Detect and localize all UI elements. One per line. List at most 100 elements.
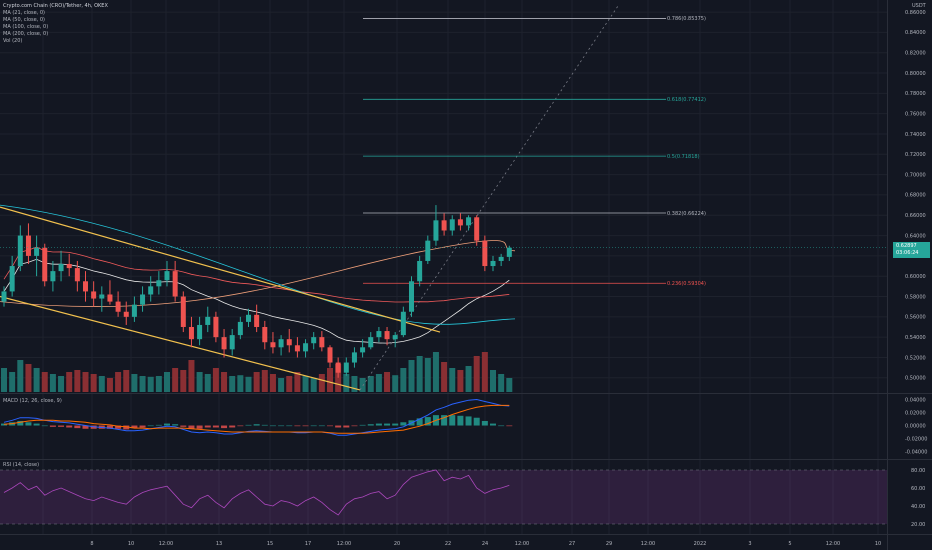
rsi-line: [3, 469, 510, 516]
fib-level-label: 0.786(0.85375): [667, 16, 706, 22]
candle-body: [237, 321, 243, 336]
candle-body: [400, 311, 406, 336]
macd-histogram-bar: [139, 425, 146, 428]
volume-bar: [196, 372, 203, 392]
candle-body: [490, 260, 496, 267]
volume-bar: [481, 352, 488, 392]
volume-bar: [123, 370, 130, 392]
macd-histogram-bar: [115, 425, 122, 429]
volume-bar: [188, 360, 195, 392]
candle-body: [351, 352, 357, 363]
macd-histogram-bar: [473, 417, 480, 426]
bar-countdown: 03:06:24: [896, 250, 919, 256]
volume-bar: [286, 376, 293, 392]
price-axis-tick: 0.66000: [905, 213, 926, 219]
last-price-value: 0.62897: [896, 243, 917, 249]
macd-histogram-bar: [481, 420, 488, 426]
volume-bar: [98, 376, 105, 392]
fib-level-label: 0.236(0.59304): [667, 281, 706, 287]
candle-body: [286, 339, 292, 346]
volume-bar: [465, 366, 472, 392]
macd-histogram-bar: [49, 425, 56, 427]
ma21-indicator-label[interactable]: MA (21, close, 0): [3, 10, 46, 16]
volume-bar: [261, 370, 268, 392]
price-axis-tick: 0.84000: [905, 30, 926, 36]
macd-histogram-bar: [375, 423, 382, 426]
rsi-axis-tick: 20.00: [911, 522, 925, 528]
price-axis-tick: 0.76000: [905, 111, 926, 117]
ma50-indicator-label[interactable]: MA (50, close, 0): [3, 17, 46, 23]
rsi-pane-label[interactable]: RSI (14, close): [3, 462, 40, 468]
macd-histogram-bar: [506, 425, 513, 427]
macd-histogram-bar: [269, 425, 276, 427]
macd-pane-label[interactable]: MACD (12, 26, close, 9): [3, 398, 62, 404]
volume-bar: [498, 374, 505, 392]
volume-bar: [506, 378, 513, 392]
volume-bar: [147, 376, 154, 392]
candle-body: [417, 260, 423, 282]
macd-histogram-bar: [367, 424, 374, 426]
volume-bar: [408, 360, 415, 392]
time-axis-tick: 15: [267, 541, 273, 547]
volume-bar: [351, 376, 358, 392]
volume-bar: [155, 376, 162, 392]
candle-body: [278, 339, 284, 348]
macd-axis-tick: 0.04000: [905, 397, 926, 403]
macd-histogram-bar: [400, 422, 407, 426]
macd-signal-line: [3, 404, 510, 434]
volume-bar: [416, 356, 423, 392]
candle-body: [148, 286, 154, 295]
macd-histogram-bar: [261, 424, 268, 426]
volume-bar: [294, 372, 301, 392]
macd-histogram-bar: [343, 425, 350, 428]
volume-bar: [139, 376, 146, 392]
candle-body: [425, 240, 431, 261]
candle-body: [221, 337, 227, 350]
macd-histogram-bar: [327, 425, 333, 427]
time-axis-tick: 12:00: [159, 541, 173, 547]
candle-body: [156, 280, 162, 287]
rsi-band: [0, 470, 887, 524]
fib-level-label: 0.5(0.71818): [667, 154, 700, 160]
time-axis-tick: 24: [482, 541, 488, 547]
macd-histogram-bar: [465, 416, 472, 426]
quote-currency-label: USDT: [912, 3, 926, 9]
macd-histogram-bar: [66, 425, 73, 428]
macd-histogram-bar: [490, 423, 496, 426]
price-axis-tick: 0.70000: [905, 172, 926, 178]
macd-histogram-bar: [384, 423, 391, 426]
macd-axis-tick: 0.00000: [905, 423, 926, 429]
macd-histogram-bar: [172, 424, 179, 426]
candle-body: [441, 220, 447, 231]
macd-histogram-bar: [204, 425, 211, 428]
macd-histogram-bar: [106, 425, 113, 429]
volume-bar: [82, 372, 89, 392]
macd-histogram-bar: [286, 425, 293, 427]
ma200-indicator-label[interactable]: MA (200, close, 0): [3, 31, 49, 37]
volume-bar: [58, 376, 65, 392]
macd-histogram-bar: [17, 420, 24, 426]
macd-histogram-bar: [449, 415, 456, 426]
macd-histogram-bar: [359, 424, 366, 426]
candle-body: [131, 304, 137, 317]
macd-histogram-bar: [41, 425, 48, 427]
time-axis-tick: 10: [875, 541, 881, 547]
candle-body: [58, 264, 64, 272]
volume-bar: [66, 372, 73, 392]
time-axis-tick: 12:00: [826, 541, 840, 547]
ma100-indicator-label[interactable]: MA (100, close, 0): [3, 24, 49, 30]
time-axis-tick: 10: [128, 541, 134, 547]
macd-histogram-bar: [82, 425, 89, 429]
volume-bar: [131, 374, 138, 392]
volume-bar: [449, 368, 456, 392]
candle-body: [66, 264, 72, 269]
candle-body: [99, 294, 105, 299]
macd-axis-tick: -0.04000: [905, 449, 927, 455]
candle-body: [466, 217, 472, 226]
candle-body: [213, 316, 219, 338]
macd-axis-tick: -0.02000: [905, 436, 927, 442]
volume-bar: [327, 368, 333, 392]
rsi-axis-tick: 60.00: [911, 486, 925, 492]
volume-indicator-label[interactable]: Vol (20): [3, 38, 23, 44]
